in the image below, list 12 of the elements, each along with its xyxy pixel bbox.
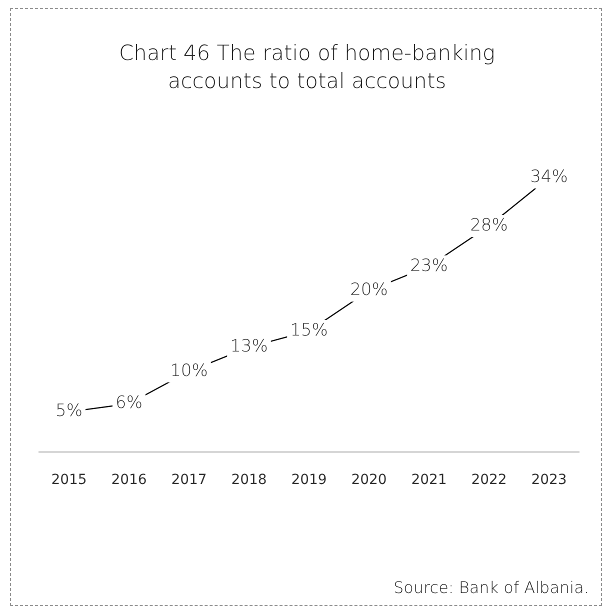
x-tick-label: 2022 [471, 472, 507, 488]
x-tick-label: 2020 [351, 472, 387, 488]
chart-title: Chart 46 The ratio of home-banking accounts to total accounts [118, 40, 496, 95]
x-tick-label: 2018 [231, 472, 267, 488]
x-tick-label: 2021 [411, 472, 447, 488]
x-tick-label: 2019 [291, 472, 327, 488]
source-note: Source: Bank of Albania. [393, 578, 589, 597]
data-label: 34% [530, 166, 568, 187]
x-tick-label: 2016 [111, 472, 147, 488]
x-tick-label: 2023 [531, 472, 567, 488]
x-tick-label: 2017 [171, 472, 207, 488]
x-tick-label: 2015 [51, 472, 87, 488]
